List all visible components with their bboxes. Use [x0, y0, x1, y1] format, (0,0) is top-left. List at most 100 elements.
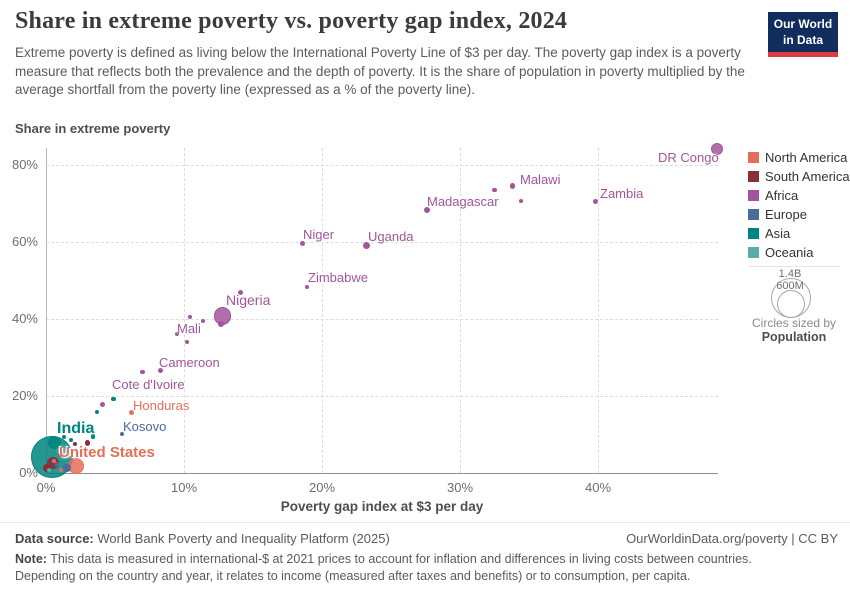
owid-logo-line2: in Data — [782, 32, 823, 47]
data-point-mali[interactable] — [174, 331, 180, 337]
data-point[interactable] — [201, 318, 206, 323]
data-point[interactable] — [42, 463, 51, 472]
y-axis-line — [46, 148, 47, 473]
data-point[interactable] — [62, 463, 71, 472]
gridline-y-60 — [46, 242, 718, 243]
country-label-india[interactable]: India — [57, 420, 95, 437]
continent-legend: North America South America Africa Europe As… — [748, 148, 850, 262]
legend-item-south-america[interactable]: South America — [748, 167, 850, 186]
owid-cc-by-link[interactable]: OurWorldinData.org/poverty | CC BY — [626, 531, 838, 546]
data-point[interactable] — [492, 187, 497, 193]
data-point[interactable] — [59, 467, 64, 472]
legend-item-north-america[interactable]: North America — [748, 148, 850, 167]
legend-label-asia: Asia — [765, 226, 791, 241]
owid-logo-line1: Our World — [773, 17, 833, 31]
legend-label-africa: Africa — [765, 188, 799, 203]
data-point-dr-congo[interactable] — [710, 142, 723, 155]
y-axis-title: Share in extreme poverty — [15, 121, 171, 136]
legend-swatch-north-america — [748, 152, 759, 163]
gridline-x-20 — [322, 148, 323, 473]
data-point-madagascar[interactable] — [423, 207, 430, 214]
data-point-honduras[interactable] — [129, 410, 135, 416]
country-label-madagascar[interactable]: Madagascar — [427, 194, 499, 209]
data-source-text: World Bank Poverty and Inequality Platfo… — [93, 531, 390, 546]
data-point[interactable] — [90, 434, 96, 440]
x-tick-label-0: 0% — [36, 480, 56, 495]
country-label-united-states[interactable]: United States — [59, 444, 155, 461]
legend-item-oceania[interactable]: Oceania — [748, 243, 850, 262]
data-point[interactable] — [47, 436, 61, 450]
x-tick-label-40: 40% — [584, 480, 612, 495]
data-point[interactable] — [187, 315, 192, 320]
data-point[interactable] — [61, 435, 66, 440]
y-tick-label-0: 0% — [19, 465, 38, 480]
country-label-zimbabwe[interactable]: Zimbabwe — [308, 270, 368, 285]
country-label-cote-d-ivoire[interactable]: Cote d'Ivoire — [112, 377, 185, 392]
y-tick-label-20: 20% — [11, 388, 38, 403]
gridline-x-10 — [184, 148, 185, 473]
legend-label-north-america: North America — [765, 150, 848, 165]
data-point-uganda[interactable] — [362, 241, 370, 249]
data-point[interactable] — [72, 441, 78, 447]
data-point[interactable] — [184, 339, 189, 345]
note-line: Note: This data is measured in internati… — [15, 551, 757, 586]
data-point-cote-d-ivoire[interactable] — [100, 402, 106, 408]
data-point[interactable] — [111, 396, 116, 402]
gridline-y-80 — [46, 165, 718, 166]
legend-label-south-america: South America — [765, 169, 850, 184]
data-point-cameroon[interactable] — [158, 368, 164, 374]
chart-subtitle: Extreme poverty is defined as living bel… — [15, 45, 745, 98]
country-label-nigeria[interactable]: Nigeria — [226, 292, 271, 308]
note-text: This data is measured in international-$… — [15, 552, 752, 584]
legend-swatch-africa — [748, 190, 759, 201]
data-point[interactable] — [84, 440, 91, 446]
data-point[interactable] — [140, 369, 145, 374]
size-legend-big-value: 1.4B — [778, 268, 802, 280]
data-point-malawi[interactable] — [509, 183, 516, 189]
country-label-malawi[interactable]: Malawi — [520, 172, 561, 187]
data-point[interactable] — [238, 290, 244, 296]
country-label-kosovo[interactable]: Kosovo — [123, 419, 167, 434]
data-point[interactable] — [54, 462, 60, 467]
country-label-zambia[interactable]: Zambia — [600, 186, 644, 201]
data-point[interactable] — [218, 321, 225, 328]
data-point[interactable] — [57, 452, 62, 457]
data-point[interactable] — [47, 468, 52, 473]
data-point-kosovo[interactable] — [119, 431, 125, 437]
country-label-cameroon[interactable]: Cameroon — [159, 355, 220, 370]
y-tick-label-60: 60% — [11, 234, 38, 249]
data-point-zimbabwe[interactable] — [304, 285, 309, 290]
data-point-niger[interactable] — [300, 240, 306, 246]
size-legend-caption-population: Population — [761, 330, 827, 344]
size-legend-caption: Circles sized by — [751, 316, 837, 330]
y-tick-label-40: 40% — [11, 311, 38, 326]
note-label: Note: — [15, 552, 47, 566]
legend-divider — [748, 266, 840, 267]
country-label-niger[interactable]: Niger — [303, 227, 335, 242]
legend-swatch-south-america — [748, 171, 759, 182]
data-point-zambia[interactable] — [592, 199, 598, 205]
size-legend-inner-circle — [777, 290, 805, 318]
country-label-uganda[interactable]: Uganda — [368, 229, 414, 244]
gridline-x-40 — [598, 148, 599, 473]
footer-divider — [0, 522, 850, 523]
country-label-honduras[interactable]: Honduras — [133, 398, 190, 413]
data-point[interactable] — [52, 459, 57, 464]
y-tick-label-80: 80% — [11, 157, 38, 172]
owid-logo[interactable]: Our World in Data — [768, 12, 838, 57]
x-tick-label-20: 20% — [308, 480, 336, 495]
legend-swatch-oceania — [748, 247, 759, 258]
legend-item-asia[interactable]: Asia — [748, 224, 850, 243]
legend-item-europe[interactable]: Europe — [748, 205, 850, 224]
country-label-dr-congo[interactable]: DR Congo — [658, 150, 719, 165]
legend-swatch-asia — [748, 228, 759, 239]
gridline-y-40 — [46, 319, 718, 320]
x-tick-label-10: 10% — [170, 480, 198, 495]
data-point[interactable] — [94, 409, 100, 415]
country-label-mali[interactable]: Mali — [177, 321, 201, 336]
legend-item-africa[interactable]: Africa — [748, 186, 850, 205]
data-point[interactable] — [518, 198, 523, 204]
data-point[interactable] — [68, 437, 73, 442]
